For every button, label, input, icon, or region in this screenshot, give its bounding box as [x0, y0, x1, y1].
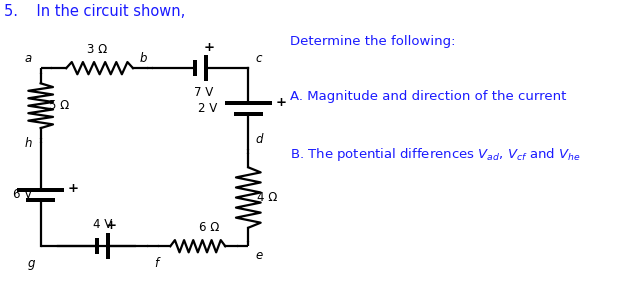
Text: 5 Ω: 5 Ω	[49, 99, 70, 112]
Text: h: h	[25, 137, 32, 150]
Text: f: f	[154, 257, 158, 270]
Text: a: a	[25, 52, 32, 65]
Text: 5.    In the circuit shown,: 5. In the circuit shown,	[4, 4, 186, 19]
Text: 3 Ω: 3 Ω	[87, 43, 107, 56]
Text: +: +	[68, 182, 79, 195]
Text: 6 V: 6 V	[13, 188, 32, 201]
Text: A. Magnitude and direction of the current: A. Magnitude and direction of the curren…	[291, 90, 567, 103]
Text: g: g	[27, 257, 35, 270]
Text: b: b	[140, 52, 147, 65]
Text: +: +	[106, 219, 116, 232]
Text: 2 V: 2 V	[198, 102, 217, 115]
Text: 4 Ω: 4 Ω	[256, 191, 277, 204]
Text: +: +	[204, 41, 214, 54]
Text: c: c	[255, 52, 261, 65]
Text: d: d	[255, 133, 263, 146]
Text: 4 V: 4 V	[93, 218, 112, 231]
Text: 6 Ω: 6 Ω	[199, 221, 219, 234]
Text: B. The potential differences $V_{ad}$, $V_{cf}$ and $V_{he}$: B. The potential differences $V_{ad}$, $…	[291, 146, 581, 163]
Text: Determine the following:: Determine the following:	[291, 35, 456, 48]
Text: e: e	[255, 249, 262, 262]
Text: 7 V: 7 V	[194, 86, 213, 99]
Text: +: +	[275, 96, 286, 108]
